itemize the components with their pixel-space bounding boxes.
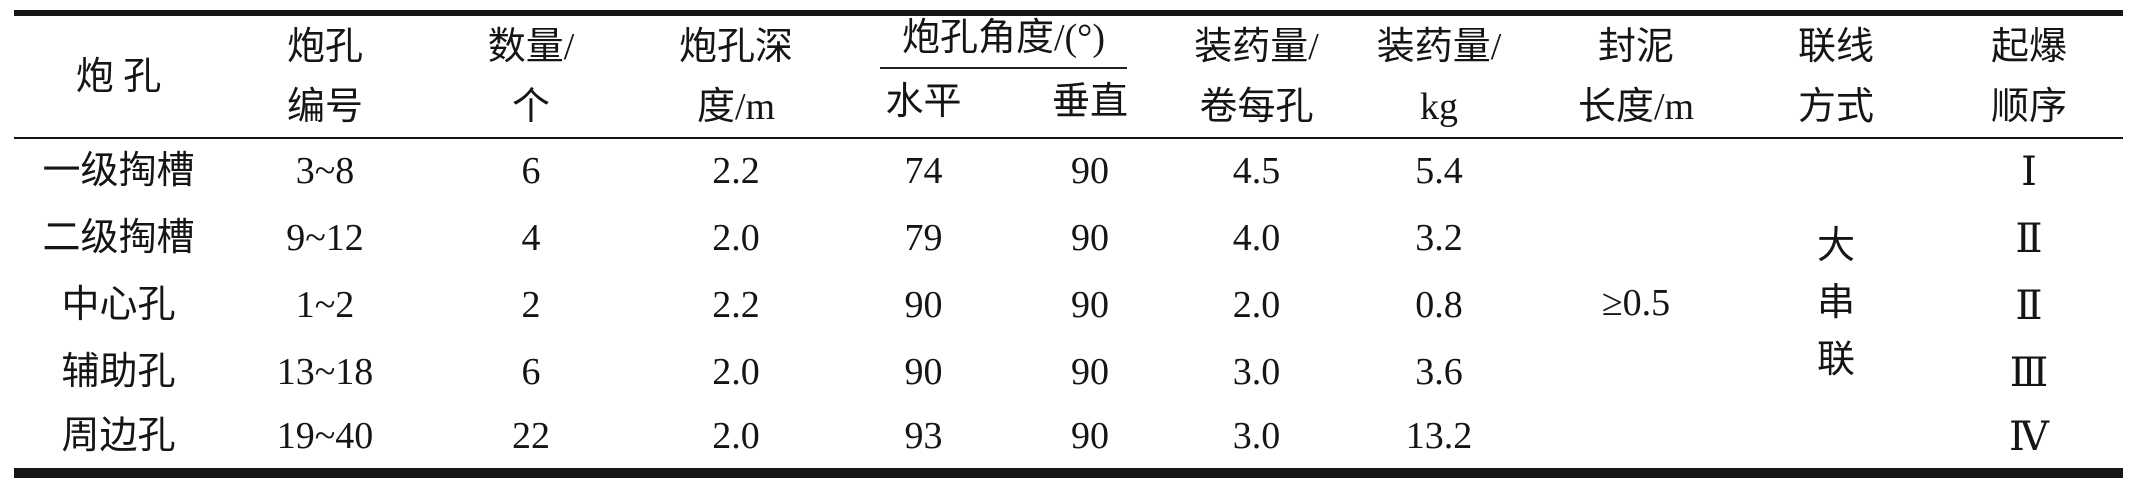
wiring-char-1: 大 (1817, 225, 1856, 267)
cell-charge-kg: 5.4 (1415, 150, 1463, 193)
cell-depth: 2.0 (712, 415, 760, 458)
cell-angle-horizontal: 74 (904, 150, 943, 193)
cell-charge-rolls: 3.0 (1232, 415, 1281, 458)
cell-angle-horizontal: 79 (904, 216, 943, 259)
cell-hole-numbers: 19~40 (276, 415, 374, 458)
col-header-charge-kg-line1: 装药量/ (1376, 25, 1502, 68)
cell-hole-type: 周边孔 (61, 415, 176, 458)
header-row-2: 水平 垂直 (14, 69, 2123, 139)
cell-angle-vertical: 90 (1071, 216, 1109, 259)
cell-hole-type: 一级掏槽 (42, 150, 195, 193)
cell-quantity: 2 (521, 283, 541, 326)
cell-stemming-length: ≥0.5 (1601, 281, 1671, 324)
table-row: 一级掏槽 3~8 6 2.2 74 90 4.5 5.4 ≥0.5 大 串 联 … (14, 138, 2123, 381)
cell-angle-horizontal: 93 (904, 415, 943, 458)
col-header-depth-line1: 炮孔深 (678, 25, 793, 68)
col-header-charge-rolls-line2: 卷每孔 (1199, 85, 1314, 128)
cell-angle-vertical: 90 (1071, 150, 1109, 193)
col-header-charge-rolls-line1: 装药量/ (1194, 25, 1319, 68)
cell-detonation-sequence: Ⅱ (2015, 282, 2043, 328)
col-header-stemming-line1: 封泥 (1598, 25, 1675, 68)
col-header-sequence-line1: 起爆 (1991, 25, 2068, 68)
wiring-char-2: 串 (1817, 282, 1856, 324)
cell-quantity: 22 (512, 415, 550, 458)
cell-depth: 2.0 (712, 216, 760, 259)
cell-charge-kg: 13.2 (1405, 415, 1473, 458)
col-header-quantity: 数量/ 个 (427, 13, 635, 139)
cell-angle-vertical: 90 (1071, 350, 1109, 393)
col-header-stemming-line2: 长度/m (1577, 85, 1695, 128)
col-header-hole-number: 炮孔 编号 (223, 13, 427, 139)
col-header-hole-number-line2: 编号 (286, 85, 363, 128)
table-body: 一级掏槽 3~8 6 2.2 74 90 4.5 5.4 ≥0.5 大 串 联 … (14, 138, 2123, 473)
cell-hole-numbers: 13~18 (276, 350, 374, 393)
col-header-angle-horizontal: 水平 (837, 69, 1010, 139)
wiring-char-3: 联 (1817, 339, 1856, 381)
cell-hole-numbers: 1~2 (295, 283, 355, 326)
cell-quantity: 6 (521, 350, 541, 393)
cell-hole-numbers: 9~12 (286, 216, 364, 259)
cell-charge-rolls: 4.5 (1232, 150, 1281, 193)
cell-hole-type: 辅助孔 (61, 350, 176, 393)
cell-detonation-sequence: Ⅰ (2021, 149, 2037, 194)
col-header-charge-kg-line2: kg (1420, 85, 1459, 128)
col-header-sequence-line2: 顺序 (1991, 85, 2068, 128)
cell-angle-horizontal: 90 (904, 283, 943, 326)
cell-charge-rolls: 3.0 (1232, 350, 1281, 393)
col-header-wiring-line2: 方式 (1798, 85, 1875, 128)
cell-depth: 2.2 (712, 283, 760, 326)
cell-charge-rolls: 2.0 (1232, 283, 1281, 326)
col-header-quantity-line1: 数量/ (487, 25, 575, 68)
col-header-charge-kg: 装药量/ kg (1343, 13, 1536, 139)
cell-detonation-sequence: Ⅱ (2015, 215, 2043, 261)
col-header-angle-vertical: 垂直 (1010, 69, 1171, 139)
table-row: 辅助孔 13~18 6 2.0 90 90 3.0 3.6 Ⅲ (14, 339, 2123, 406)
col-header-detonation-sequence: 起爆 顺序 (1935, 13, 2124, 139)
cell-charge-kg: 0.8 (1415, 283, 1463, 326)
col-header-charge-rolls: 装药量/ 卷每孔 (1170, 13, 1344, 139)
col-header-angle-group: 炮孔角度/(°) (837, 13, 1170, 69)
header-row-1: 炮 孔 炮孔 编号 数量/ 个 炮孔深 度/m 炮孔角度/(°) (14, 13, 2124, 139)
col-header-depth-line2: 度/m (696, 85, 776, 128)
col-header-wiring-method: 联线 方式 (1737, 13, 1936, 139)
col-header-angle-group-label: 炮孔角度/(°) (880, 17, 1127, 69)
cell-quantity: 6 (521, 150, 541, 193)
cell-hole-type: 中心孔 (61, 283, 176, 326)
blast-parameters-table: 炮 孔 炮孔 编号 数量/ 个 炮孔深 度/m 炮孔角度/(°) (14, 10, 2124, 478)
table-row: 中心孔 1~2 2 2.2 90 90 2.0 0.8 Ⅱ (14, 272, 2123, 339)
cell-quantity: 4 (521, 216, 541, 259)
cell-detonation-sequence: Ⅲ (2009, 349, 2049, 395)
cell-detonation-sequence: Ⅳ (2009, 414, 2049, 459)
col-header-hole-number-line1: 炮孔 (286, 25, 363, 68)
col-header-stemming-length: 封泥 长度/m (1535, 13, 1738, 139)
cell-hole-numbers: 3~8 (295, 150, 355, 193)
cell-wiring-method: 大 串 联 (1737, 138, 1935, 473)
cell-charge-rolls: 4.0 (1232, 216, 1281, 259)
cell-angle-horizontal: 90 (904, 350, 943, 393)
table-row: 周边孔 19~40 22 2.0 93 90 3.0 13.2 Ⅳ (14, 406, 2123, 473)
table-row: 二级掏槽 9~12 4 2.0 79 90 4.0 3.2 Ⅱ (14, 205, 2123, 272)
col-header-hole-label: 炮 孔 (75, 55, 162, 98)
col-header-depth: 炮孔深 度/m (635, 13, 837, 139)
cell-angle-vertical: 90 (1071, 283, 1109, 326)
cell-depth: 2.0 (712, 350, 760, 393)
cell-charge-kg: 3.2 (1415, 216, 1463, 259)
col-header-quantity-line2: 个 (511, 85, 550, 128)
table-header: 炮 孔 炮孔 编号 数量/ 个 炮孔深 度/m 炮孔角度/(°) (14, 13, 2124, 139)
cell-depth: 2.2 (712, 150, 760, 193)
cell-charge-kg: 3.6 (1415, 350, 1463, 393)
cell-angle-vertical: 90 (1071, 415, 1109, 458)
cell-hole-type: 二级掏槽 (42, 216, 195, 259)
col-header-wiring-line1: 联线 (1798, 25, 1875, 68)
col-header-hole: 炮 孔 (14, 13, 223, 139)
